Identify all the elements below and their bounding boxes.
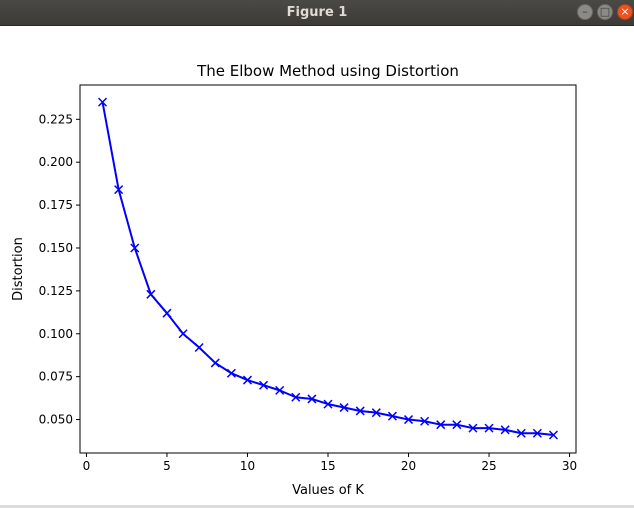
elbow-chart: The Elbow Method using Distortion Values… — [11, 62, 578, 498]
close-button[interactable]: × — [617, 4, 633, 20]
data-point-marker — [146, 289, 156, 299]
data-point-marker — [468, 423, 478, 433]
y-tick-label: 0.075 — [39, 370, 73, 384]
x-tick-label: 25 — [481, 459, 496, 473]
data-point-marker — [500, 425, 510, 435]
data-point-marker — [339, 403, 349, 413]
data-point-marker — [162, 308, 172, 318]
data-point-marker — [275, 385, 285, 395]
data-point-marker — [210, 358, 220, 368]
y-tick-label: 0.100 — [39, 327, 73, 341]
y-tick-label: 0.175 — [39, 198, 73, 212]
maximize-icon: □ — [599, 5, 611, 18]
close-icon: × — [620, 5, 630, 18]
window-titlebar[interactable]: Figure 1 – □ × — [0, 0, 634, 26]
data-point-marker — [178, 329, 188, 339]
x-axis-label: Values of K — [292, 483, 364, 498]
data-point-marker — [323, 399, 333, 409]
data-point-marker — [516, 428, 526, 438]
data-point-marker — [98, 97, 108, 107]
x-tick-label: 10 — [240, 459, 255, 473]
maximize-button[interactable]: □ — [597, 4, 613, 20]
series-group — [98, 97, 558, 440]
data-point-marker — [242, 375, 253, 385]
x-tick-label: 15 — [320, 459, 335, 473]
chart-title: The Elbow Method using Distortion — [196, 62, 459, 80]
window-bottom-edge — [0, 505, 634, 508]
data-point-marker — [114, 185, 124, 195]
x-tick-label: 0 — [83, 459, 91, 473]
y-tick-label: 0.125 — [39, 284, 73, 298]
minimize-button[interactable]: – — [577, 4, 593, 20]
data-point-marker — [130, 243, 140, 253]
y-tick-label: 0.225 — [39, 112, 73, 126]
data-point-marker — [291, 392, 301, 402]
data-point-marker — [548, 430, 558, 440]
window-title: Figure 1 — [286, 5, 348, 20]
data-point-marker — [226, 368, 236, 378]
minimize-icon: – — [582, 5, 588, 18]
figure-canvas: The Elbow Method using Distortion Values… — [0, 26, 634, 508]
y-axis-label: Distortion — [11, 237, 26, 301]
data-point-marker — [355, 406, 365, 416]
data-point-marker — [420, 416, 430, 426]
data-point-marker — [452, 420, 462, 430]
y-tick-label: 0.050 — [39, 413, 73, 427]
data-point-marker — [259, 380, 269, 390]
axis-ticks: 0 5 10 15 20 25 30 0.050 0.075 0.100 0.125 0.150 0.1… — [39, 112, 578, 473]
data-point-marker — [403, 415, 414, 425]
plot-area — [79, 84, 577, 454]
data-point-marker — [436, 420, 446, 430]
x-tick-label: 30 — [562, 459, 577, 473]
data-point-marker — [307, 394, 317, 404]
data-point-marker — [387, 411, 397, 421]
data-point-marker — [532, 428, 542, 438]
data-point-marker — [484, 423, 494, 433]
data-point-marker — [194, 342, 204, 353]
x-tick-label: 5 — [163, 459, 171, 473]
data-point-marker — [371, 408, 381, 418]
y-tick-label: 0.150 — [39, 241, 73, 255]
y-tick-label: 0.200 — [39, 155, 73, 169]
x-tick-label: 20 — [401, 459, 416, 473]
